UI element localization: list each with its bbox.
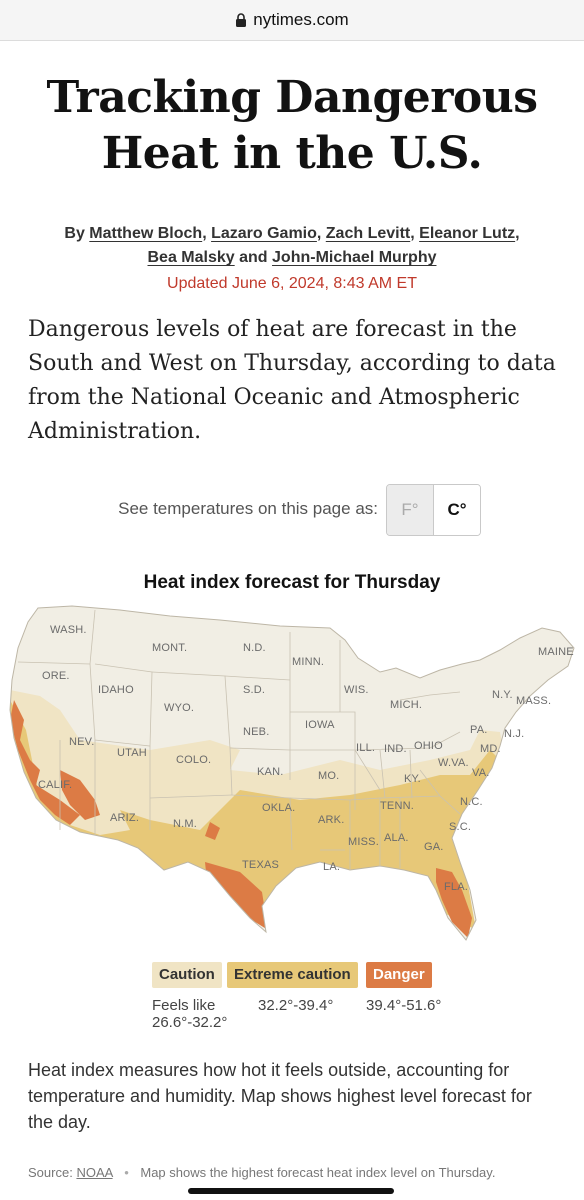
legend-extreme-caution: Extreme caution [227,962,358,988]
source-link[interactable]: NOAA [76,1165,113,1180]
caution-range-line-2: 26.6°-32.2° [152,1014,228,1031]
state-label: MO. [318,770,340,782]
state-label: MONT. [152,642,188,654]
state-label: N.D. [243,642,266,654]
heat-index-map[interactable]: WASH. MONT. N.D. MINN. MAINE ORE. IDAHO … [0,600,584,950]
state-label: N.C. [460,796,483,808]
state-label: W.VA. [438,757,469,769]
state-label: WYO. [164,702,195,714]
legend-extreme-range: 32.2°-39.4° [258,997,334,1014]
state-label: MD. [480,743,501,755]
article-headline: Tracking Dangerous Heat in the U.S. [0,70,584,182]
author-link[interactable]: Lazaro Gamio [211,225,317,242]
state-label: COLO. [176,754,212,766]
state-label: MISS. [348,836,379,848]
map-title: Heat index forecast for Thursday [143,572,441,593]
state-label: TENN. [380,800,414,812]
state-label: ARIZ. [110,812,140,824]
legend-danger: Danger [366,962,432,988]
state-label: UTAH [117,747,147,759]
author-link[interactable]: John-Michael Murphy [272,249,437,266]
us-map-svg [9,605,575,941]
home-indicator[interactable] [188,1188,394,1194]
state-label: KY. [404,773,421,785]
source-line: Source: NOAA • Map shows the highest for… [28,1165,568,1180]
state-label: ILL. [356,742,376,754]
state-label: KAN. [257,766,284,778]
author-link[interactable]: Bea Malsky [147,249,235,266]
state-label: TEXAS [242,859,280,871]
state-label: CALIF. [38,779,73,791]
state-label: NEV. [69,736,95,748]
state-label: MAINE [538,646,574,658]
browser-address-bar[interactable]: nytimes.com [0,0,584,41]
legend-caution: Caution [152,962,222,988]
state-label: WIS. [344,684,369,696]
source-note: Map shows the highest forecast heat inde… [140,1165,496,1180]
headline-line-1: Tracking Dangerous [46,72,538,123]
legend-caution-range: Feels like 26.6°-32.2° [152,997,227,1031]
state-label: OKLA. [262,802,296,814]
state-label: MICH. [390,699,423,711]
state-label: OHIO [414,740,443,752]
updated-timestamp: Updated June 6, 2024, 8:43 AM ET [167,275,417,292]
author-link[interactable]: Matthew Bloch [89,225,203,242]
state-label: FLA. [444,881,469,893]
state-label: IOWA [305,719,335,731]
state-label: ARK. [318,814,345,826]
caution-range-line-1: Feels like [152,997,216,1014]
state-label: IND. [384,743,407,755]
state-label: S.D. [243,684,266,696]
state-label: S.C. [449,821,472,833]
state-label: MASS. [516,695,552,707]
map-footnote: Heat index measures how hot it feels out… [28,1060,532,1132]
state-label: N.M. [173,818,198,830]
separator-dot: • [124,1165,129,1180]
lock-icon [236,13,247,27]
state-label: NEB. [243,726,270,738]
article-lede: Dangerous levels of heat are forecast in… [28,317,556,444]
celsius-button[interactable]: C° [434,485,480,535]
state-label: WASH. [50,624,87,636]
state-label: MINN. [292,656,325,668]
source-prefix: Source: [28,1165,73,1180]
unit-selector-label: See temperatures on this page as: [118,499,378,518]
state-label: ALA. [384,832,409,844]
state-label: PA. [470,724,488,736]
fahrenheit-button[interactable]: F° [387,485,434,535]
byline-prefix: By [64,225,85,242]
unit-toggle: F° C° [386,484,481,536]
byline-and: and [239,249,268,266]
url-text: nytimes.com [253,10,349,29]
legend-danger-range: 39.4°-51.6° [366,997,442,1014]
map-legend: Caution Extreme caution Danger Feels lik… [0,960,584,1031]
unit-selector-row: See temperatures on this page as: F° C° [0,484,584,536]
state-label: VA. [472,767,490,779]
author-link[interactable]: Eleanor Lutz [419,225,516,242]
state-label: GA. [424,841,444,853]
byline: By Matthew Bloch, Lazaro Gamio, Zach Lev… [64,225,520,266]
state-label: N.J. [504,728,525,740]
author-link[interactable]: Zach Levitt [325,225,411,242]
state-label: IDAHO [98,684,134,696]
headline-line-2: Heat in the U.S. [101,128,483,179]
state-label: LA. [323,861,341,873]
state-label: ORE. [42,670,70,682]
state-label: N.Y. [492,689,513,701]
